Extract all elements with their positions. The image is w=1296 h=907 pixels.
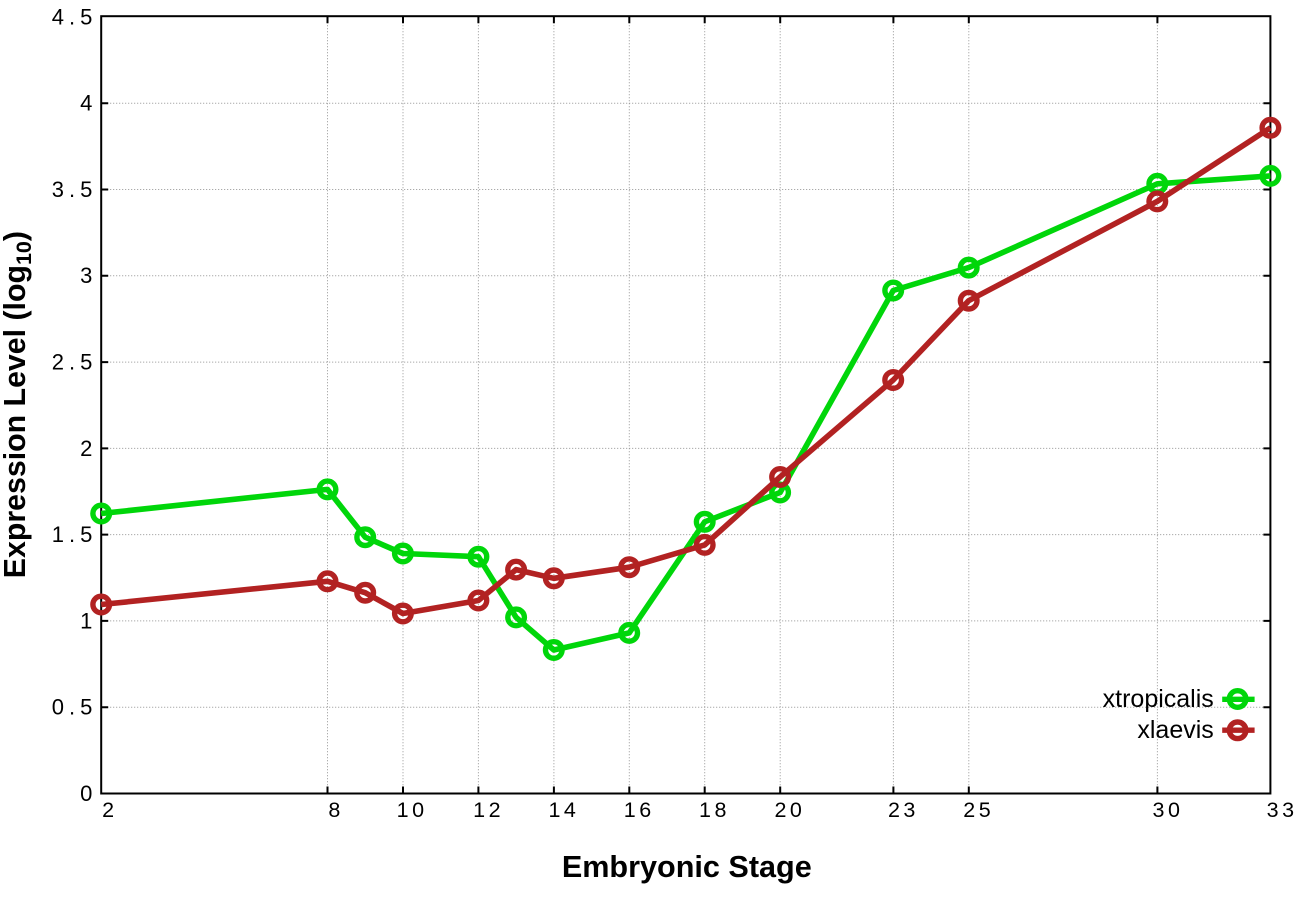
svg-text:xtropicalis: xtropicalis <box>1103 685 1214 713</box>
svg-text:3: 3 <box>80 263 97 288</box>
svg-text:2.5: 2.5 <box>52 350 98 375</box>
svg-text:4: 4 <box>80 91 97 116</box>
svg-text:3.5: 3.5 <box>52 177 98 202</box>
svg-text:12: 12 <box>473 798 504 822</box>
svg-text:8: 8 <box>328 798 343 822</box>
svg-text:25: 25 <box>963 798 994 822</box>
svg-text:2: 2 <box>80 436 97 461</box>
svg-text:Expression Level (log10): Expression Level (log10) <box>0 231 36 578</box>
svg-text:xlaevis: xlaevis <box>1137 716 1213 744</box>
svg-text:33: 33 <box>1267 798 1296 822</box>
svg-text:1: 1 <box>80 608 97 633</box>
svg-text:23: 23 <box>888 798 919 822</box>
svg-text:0: 0 <box>80 781 97 806</box>
svg-text:0.5: 0.5 <box>52 695 98 720</box>
svg-text:4.5: 4.5 <box>52 4 98 29</box>
svg-text:18: 18 <box>699 798 730 822</box>
svg-text:10: 10 <box>397 798 428 822</box>
svg-text:Embryonic Stage: Embryonic Stage <box>562 850 812 884</box>
svg-text:30: 30 <box>1153 798 1184 822</box>
svg-text:1.5: 1.5 <box>52 522 98 547</box>
svg-text:20: 20 <box>774 798 805 822</box>
svg-text:2: 2 <box>102 798 117 822</box>
svg-text:14: 14 <box>548 798 579 822</box>
svg-text:16: 16 <box>624 798 655 822</box>
